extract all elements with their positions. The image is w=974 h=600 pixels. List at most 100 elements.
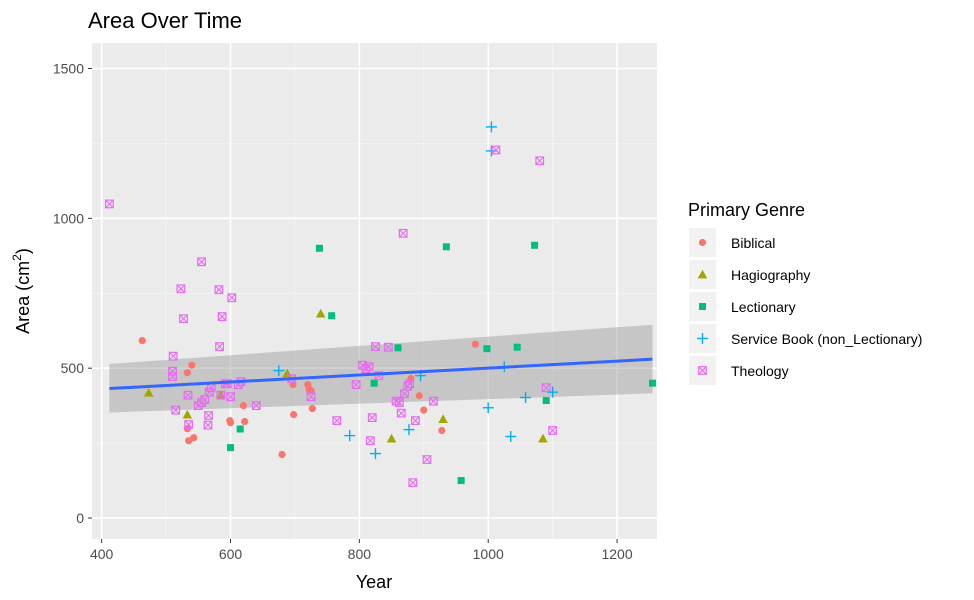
marker-x2 <box>252 401 261 410</box>
marker-square <box>513 343 521 351</box>
data-point-theology <box>367 413 377 423</box>
data-point-theology <box>396 408 406 418</box>
data-point-lectionary <box>315 244 323 252</box>
data-point-theology <box>214 285 224 295</box>
data-point-service-book-non-lectionary <box>482 402 494 414</box>
marker-x2 <box>105 199 114 209</box>
data-point-service-book-non-lectionary <box>403 424 415 436</box>
marker-x2 <box>351 380 361 389</box>
data-point-biblical <box>278 450 286 459</box>
marker-x2 <box>429 396 438 406</box>
legend-items: Biblical Hagiography Lectionary Service Boo… <box>689 228 922 385</box>
marker-x2 <box>197 257 206 266</box>
data-point-theology <box>394 398 404 408</box>
marker-circle <box>438 426 446 435</box>
marker-box <box>332 416 342 426</box>
marker-x2 <box>411 416 420 425</box>
marker-x2 <box>205 387 214 397</box>
data-point-theology <box>548 426 558 435</box>
data-point-service-book-non-lectionary <box>520 392 532 404</box>
marker-box <box>168 366 177 376</box>
marker-x2 <box>179 314 188 323</box>
marker-triangle <box>386 433 397 443</box>
marker-box <box>217 312 227 322</box>
marker-box <box>227 293 237 303</box>
data-point-lectionary <box>531 241 539 249</box>
marker-box <box>197 257 206 267</box>
marker-box <box>168 351 178 361</box>
marker-box <box>226 392 235 402</box>
marker-x2 <box>542 383 551 392</box>
marker-x2 <box>215 342 224 351</box>
y-axis-label: Area (cm2) <box>10 248 33 334</box>
legend-title: Primary Genre <box>688 200 805 220</box>
data-point-biblical <box>183 369 191 377</box>
legend-key-lectionary <box>699 303 706 310</box>
legend-item-theology: Theology <box>689 356 789 385</box>
marker-x2 <box>397 408 406 418</box>
marker-box <box>405 379 415 389</box>
marker-circle <box>239 402 247 410</box>
marker-square <box>227 444 235 452</box>
data-point-lectionary <box>542 397 550 405</box>
marker-circle <box>471 340 479 348</box>
data-point-theology <box>200 395 210 405</box>
data-point-hagiography <box>143 387 154 397</box>
marker-x2 <box>491 145 501 155</box>
data-point-lectionary <box>513 343 521 351</box>
marker-box <box>396 408 406 418</box>
marker-x2 <box>184 420 193 429</box>
data-point-theology <box>168 351 178 361</box>
data-point-theology <box>217 312 227 322</box>
y-axis-label-main: Area (cm <box>13 261 33 334</box>
marker-box <box>698 366 707 375</box>
data-point-lectionary <box>648 379 656 387</box>
marker-triangle <box>697 269 708 279</box>
trend-line-group <box>109 357 653 391</box>
data-point-biblical <box>190 434 198 442</box>
data-point-theology <box>535 156 545 166</box>
data-point-service-book-non-lectionary <box>369 448 381 460</box>
marker-box <box>398 228 408 238</box>
marker-square <box>457 477 465 485</box>
legend-label-hagiography: Hagiography <box>731 267 810 283</box>
data-point-biblical <box>420 406 428 414</box>
marker-box <box>394 398 404 408</box>
marker-box <box>203 420 213 430</box>
data-points <box>104 121 656 488</box>
data-point-hagiography <box>386 433 397 443</box>
marker-square <box>315 244 323 252</box>
marker-circle <box>226 419 235 427</box>
data-point-hagiography <box>438 414 448 423</box>
marker-x2 <box>371 342 380 351</box>
y-tick-label: 500 <box>61 360 85 376</box>
marker-x2 <box>366 436 375 445</box>
data-point-lectionary <box>328 312 336 320</box>
x-axis: 400 600 800 1000 1200 <box>90 539 633 562</box>
marker-box <box>383 342 393 352</box>
marker-circle <box>190 434 198 442</box>
legend: Primary Genre Biblical Hagiography Lection… <box>688 200 922 385</box>
data-point-service-book-non-lectionary <box>485 121 497 133</box>
marker-square <box>394 344 402 352</box>
marker-circle <box>278 450 286 459</box>
marker-box <box>535 156 545 166</box>
marker-x2 <box>408 478 418 487</box>
data-point-theology <box>197 257 206 267</box>
data-point-theology <box>179 314 188 324</box>
marker-x2 <box>176 284 186 293</box>
marker-square <box>531 241 539 249</box>
marker-x2 <box>306 392 316 401</box>
legend-key-theology <box>698 366 707 375</box>
marker-x2 <box>216 390 226 400</box>
marker-triangle <box>438 414 448 423</box>
marker-box <box>183 390 193 400</box>
marker-box <box>200 395 210 405</box>
marker-box <box>168 372 177 381</box>
marker-box <box>365 436 375 446</box>
marker-box <box>364 362 374 372</box>
data-point-theology <box>215 342 224 351</box>
marker-x2 <box>217 312 227 321</box>
marker-box <box>216 390 226 400</box>
marker-x2 <box>698 366 707 375</box>
